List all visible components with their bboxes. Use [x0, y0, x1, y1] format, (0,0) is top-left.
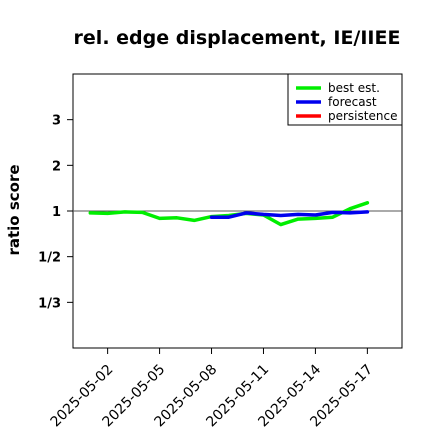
- series-layer: [88, 201, 370, 227]
- y-tick-label: 2: [52, 159, 61, 174]
- chart-title: rel. edge displacement, IE/IIEE: [74, 27, 401, 49]
- legend-label: persistence: [328, 109, 397, 123]
- series-line-forecast: [209, 210, 370, 219]
- x-axis: 2025-05-022025-05-052025-05-082025-05-11…: [48, 348, 376, 430]
- y-tick-label: 1/3: [38, 296, 61, 311]
- y-tick-label: 1/2: [38, 251, 61, 266]
- legend-label: best est.: [328, 81, 380, 95]
- legend-label: forecast: [328, 95, 377, 109]
- y-axis: 3 2 1 1/2 1/3: [38, 114, 73, 311]
- y-tick-label: 1: [52, 205, 61, 220]
- y-tick-label: 3: [52, 114, 61, 129]
- y-axis-label: ratio score: [5, 164, 23, 255]
